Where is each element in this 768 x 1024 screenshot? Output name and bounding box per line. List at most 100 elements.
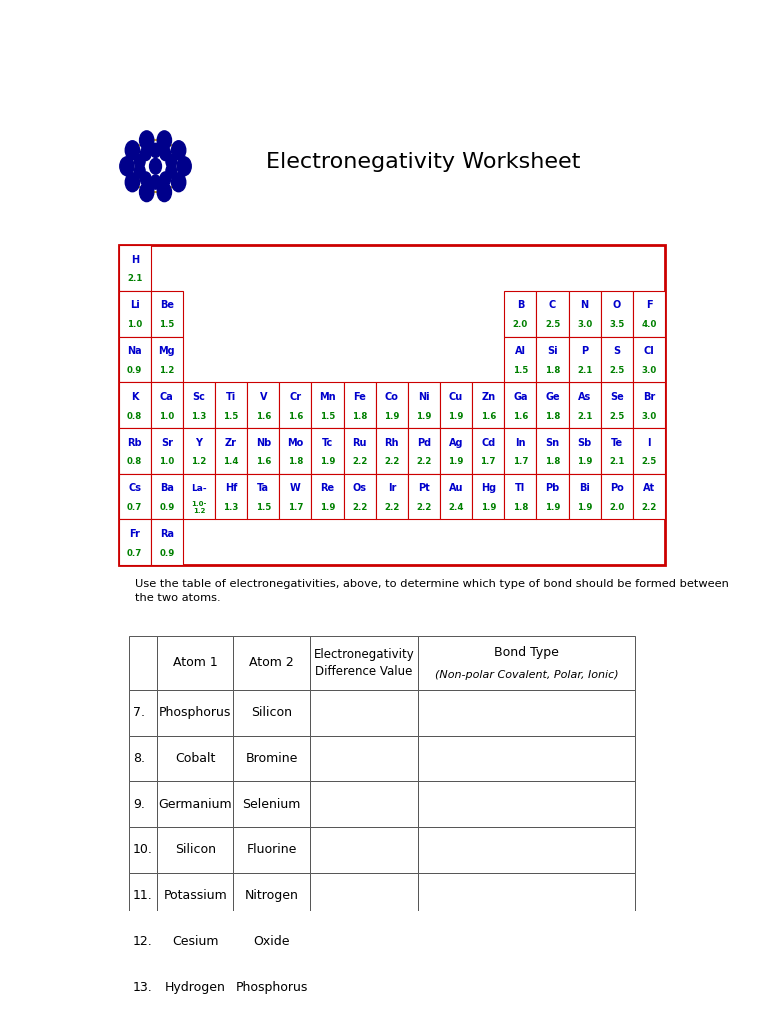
Bar [151,291,183,337]
Text: Rh: Rh [385,437,399,447]
Bar [280,382,312,428]
Text: Al: Al [515,346,526,356]
Text: 0.9: 0.9 [127,366,142,375]
Bar [118,519,151,565]
Text: (Non-polar Covalent, Polar, Ionic): (Non-polar Covalent, Polar, Ionic) [435,670,618,680]
Bar [633,291,665,337]
Text: 2.4: 2.4 [449,503,464,512]
Bar [537,474,568,519]
Text: 2.2: 2.2 [352,503,367,512]
Text: 1.7: 1.7 [288,503,303,512]
Text: 1.9: 1.9 [416,412,432,421]
Text: Phosphorus: Phosphorus [159,707,232,719]
Text: Ag: Ag [449,437,463,447]
Bar [440,474,472,519]
Text: Cl: Cl [644,346,654,356]
Bar [601,382,633,428]
Circle shape [140,182,154,202]
Bar [376,428,408,474]
Text: 1.3: 1.3 [223,503,239,512]
Text: Li: Li [130,300,140,310]
Bar [183,474,215,519]
Text: 1.2: 1.2 [159,366,174,375]
Text: Mo: Mo [287,437,303,447]
Bar [157,827,233,872]
Text: 3.5: 3.5 [609,321,624,329]
Text: Pd: Pd [417,437,431,447]
Bar [568,428,601,474]
Circle shape [160,146,170,161]
Text: 1.9: 1.9 [577,458,592,466]
Circle shape [141,146,151,161]
Circle shape [177,157,191,176]
Bar [233,827,310,872]
Bar [568,474,601,519]
Text: Ti: Ti [226,392,237,402]
Text: 1.9: 1.9 [545,503,560,512]
Text: 3.0: 3.0 [641,412,657,421]
Bar [343,382,376,428]
Text: 1.2: 1.2 [191,458,207,466]
Text: B: B [517,300,524,310]
Circle shape [171,140,186,160]
Text: As: As [578,392,591,402]
Bar [418,919,635,965]
Text: Selenium: Selenium [243,798,301,811]
Text: 2.1: 2.1 [127,274,142,284]
Text: 2.2: 2.2 [416,503,432,512]
Text: 4.0: 4.0 [641,321,657,329]
Bar [233,1010,310,1024]
Bar [472,382,505,428]
Bar [376,474,408,519]
Text: V: V [260,392,267,402]
Text: Bond Type: Bond Type [494,646,559,658]
Text: 2.2: 2.2 [641,503,657,512]
Bar [505,291,537,337]
Bar [129,919,157,965]
Bar [129,872,157,919]
Text: 9.: 9. [133,798,145,811]
Text: 1.9: 1.9 [384,412,399,421]
Text: 1.5: 1.5 [320,412,335,421]
Bar [129,735,157,781]
Text: Se: Se [610,392,624,402]
Bar [233,735,310,781]
Text: 2.2: 2.2 [416,458,432,466]
Text: Bromine: Bromine [246,752,298,765]
Text: 2.1: 2.1 [609,458,624,466]
Text: Zn: Zn [482,392,495,402]
Text: S: S [613,346,621,356]
Text: 1.8: 1.8 [545,412,560,421]
Bar [418,636,635,690]
Text: H: H [131,255,139,265]
Text: Cu: Cu [449,392,463,402]
Text: Mn: Mn [319,392,336,402]
Bar [418,690,635,735]
Text: I: I [647,437,650,447]
Text: Ra: Ra [160,529,174,539]
Text: Fluorine: Fluorine [247,844,296,856]
Bar [440,382,472,428]
Text: Electronegativity Worksheet: Electronegativity Worksheet [266,153,581,172]
Bar [537,428,568,474]
Bar [215,474,247,519]
Bar [233,872,310,919]
Bar [310,827,418,872]
Text: Cobalt: Cobalt [175,752,216,765]
Text: 1.8: 1.8 [545,458,560,466]
Text: F: F [646,300,652,310]
Text: 1.9: 1.9 [449,412,464,421]
Bar [310,1010,418,1024]
Circle shape [141,172,151,186]
Bar [601,474,633,519]
Text: 12.: 12. [133,935,153,948]
Bar [310,735,418,781]
Bar [118,337,151,382]
Bar [151,428,183,474]
Bar [247,428,280,474]
Text: 0.9: 0.9 [159,503,174,512]
Text: 1.4: 1.4 [223,458,239,466]
Bar [157,735,233,781]
Text: 1.9: 1.9 [577,503,592,512]
Bar [183,428,215,474]
